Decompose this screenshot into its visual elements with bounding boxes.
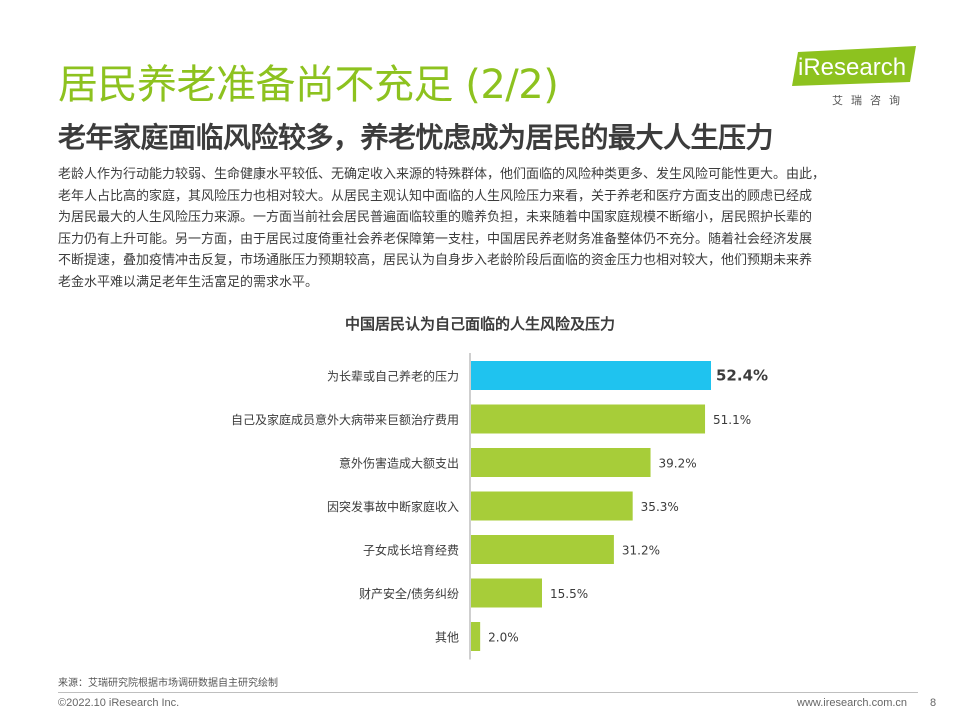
page-title: 居民养老准备尚不充足 (2/2): [58, 62, 559, 108]
bar-0: [471, 361, 711, 390]
value-label-3: 35.3%: [641, 500, 679, 514]
copyright: ©2022.10 iResearch Inc.: [58, 697, 180, 709]
value-label-0: 52.4%: [716, 367, 768, 385]
logo-badge-shape: [792, 46, 916, 86]
page-number: 8: [930, 697, 937, 709]
value-label-5: 15.5%: [550, 587, 588, 601]
category-label-6: 其他: [435, 631, 459, 645]
category-label-3: 因突发事故中断家庭收入: [327, 499, 459, 514]
value-label-6: 2.0%: [488, 631, 518, 645]
bar-4: [471, 535, 614, 564]
iresearch-logo: iResearch 艾瑞咨询: [792, 46, 920, 110]
value-label-2: 39.2%: [659, 457, 697, 471]
footer-divider: [58, 692, 918, 693]
category-label-4: 子女成长培育经费: [363, 543, 459, 558]
intro-paragraph: 老龄人作为行动能力较弱、生命健康水平较低、无确定收入来源的特殊群体，他们面临的风…: [58, 167, 826, 290]
logo-brand: iResearch: [798, 46, 906, 90]
category-label-2: 意外伤害造成大额支出: [339, 456, 459, 471]
logo-brand-rest: Research: [803, 54, 907, 81]
website-url: www.iresearch.com.cn: [797, 697, 908, 709]
value-label-4: 31.2%: [622, 544, 660, 558]
bar-1: [471, 404, 706, 434]
category-label-0: 为长辈或自己养老的压力: [327, 369, 459, 384]
logo-brand-i: i: [798, 54, 804, 81]
source-note: 来源：艾瑞研究院根据市场调研数据自主研究绘制: [58, 678, 278, 689]
bar-6: [471, 622, 481, 651]
bar-2: [471, 448, 651, 477]
category-label-1: 自己及家庭成员意外大病带来巨额治疗费用: [231, 412, 459, 427]
value-label-1: 51.1%: [713, 413, 751, 427]
chart-title: 中国居民认为自己面临的人生风险及压力: [345, 315, 615, 333]
bar-3: [471, 491, 633, 521]
page-subtitle: 老年家庭面临风险较多，养老忧虑成为居民的最大人生压力: [58, 121, 774, 154]
bar-5: [471, 578, 542, 608]
logo-subtitle: 艾瑞咨询: [832, 94, 908, 107]
category-label-5: 财产安全/债务纠纷: [359, 586, 459, 601]
